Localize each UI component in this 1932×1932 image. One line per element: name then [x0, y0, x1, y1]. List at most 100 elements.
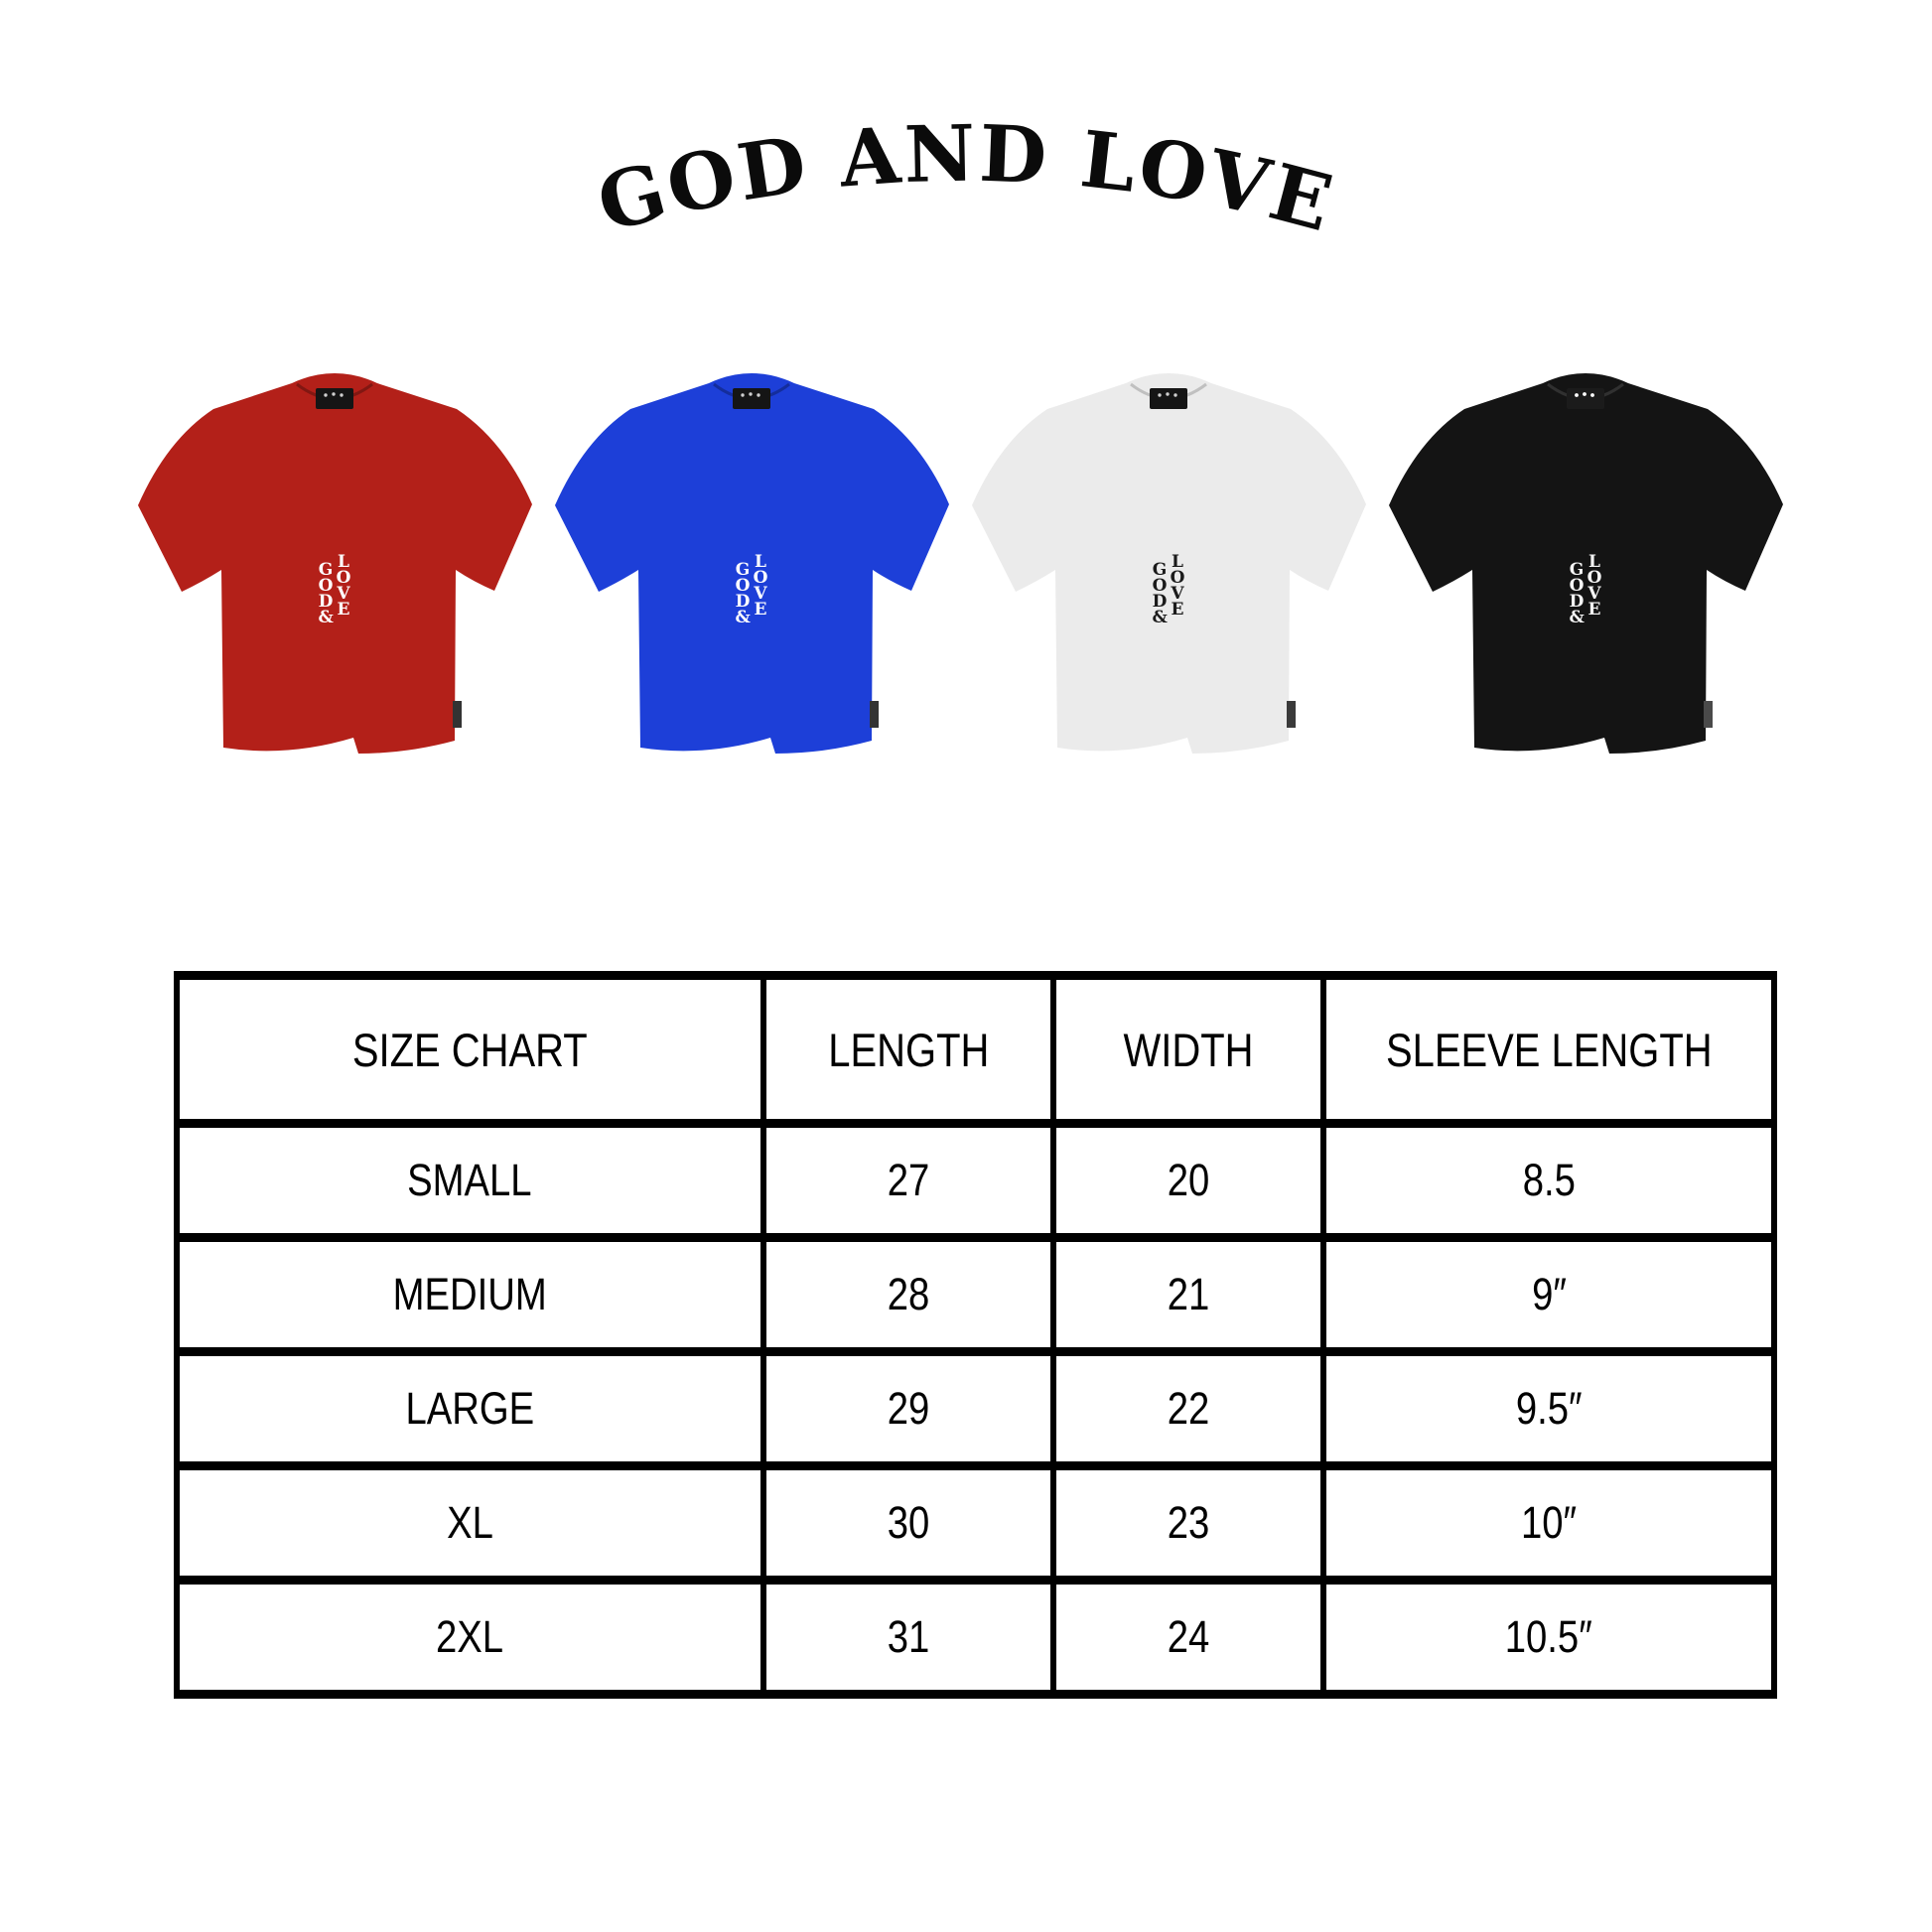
neck-label-mark — [741, 393, 745, 397]
header-size-chart: SIZE CHART — [174, 971, 766, 1128]
chest-logo-right-column: LOVE — [753, 552, 768, 621]
width-value: 23 — [1168, 1497, 1210, 1548]
width-cell: 24 — [1050, 1576, 1327, 1699]
neck-label-mark — [1583, 392, 1587, 396]
neck-label-mark — [324, 393, 328, 397]
size-cell: SMALL — [174, 1119, 766, 1242]
chest-logo-right-column: LOVE — [1587, 552, 1602, 621]
tshirt-black: GOD& LOVE — [1372, 365, 1799, 782]
neck-label — [733, 388, 770, 409]
sleeve-value: 10.5″ — [1505, 1611, 1593, 1662]
size-cell: 2XL — [174, 1576, 766, 1699]
neck-label-mark — [1173, 393, 1177, 397]
tshirt-red: GOD& LOVE — [121, 365, 548, 782]
chest-logo: GOD& LOVE — [955, 554, 1382, 628]
length-cell: 27 — [759, 1119, 1057, 1242]
tshirt-body — [138, 373, 532, 754]
neck-label-mark — [332, 392, 336, 396]
length-value: 28 — [887, 1269, 930, 1319]
tshirt-body — [972, 373, 1366, 754]
size-value: 2XL — [436, 1611, 504, 1662]
length-value: 27 — [887, 1155, 930, 1205]
chest-logo-right-column: LOVE — [336, 552, 351, 621]
hem-tag — [1704, 701, 1713, 728]
table-row-2xl: 2XL 31 24 10.5″ — [174, 1576, 1777, 1699]
neck-label-mark — [749, 392, 753, 396]
header-width: WIDTH — [1050, 971, 1327, 1128]
brand-title-text: GOD AND LOVE — [589, 109, 1343, 250]
hem-tag — [870, 701, 879, 728]
neck-label-mark — [1590, 393, 1594, 397]
header-sleeve-length-label: SLEEVE LENGTH — [1385, 1023, 1713, 1076]
size-cell: LARGE — [174, 1347, 766, 1470]
length-value: 30 — [887, 1497, 930, 1548]
size-value: MEDIUM — [392, 1269, 547, 1319]
width-value: 20 — [1168, 1155, 1210, 1205]
tshirt-red-image — [138, 373, 532, 754]
table-row-xl: XL 30 23 10″ — [174, 1461, 1777, 1585]
header-length-label: LENGTH — [827, 1023, 989, 1076]
length-cell: 30 — [759, 1461, 1057, 1585]
length-value: 29 — [887, 1383, 930, 1434]
chest-logo: GOD& LOVE — [538, 554, 965, 628]
size-value: XL — [446, 1497, 493, 1548]
table-row-small: SMALL 27 20 8.5 — [174, 1119, 1777, 1242]
header-size-chart-label: SIZE CHART — [351, 1023, 588, 1076]
length-cell: 29 — [759, 1347, 1057, 1470]
neck-label-mark — [340, 393, 344, 397]
neck-label-mark — [757, 393, 760, 397]
table-row-medium: MEDIUM 28 21 9″ — [174, 1233, 1777, 1356]
tshirt-body — [555, 373, 949, 754]
neck-label-mark — [1166, 392, 1170, 396]
width-cell: 22 — [1050, 1347, 1327, 1470]
chest-logo-left-column: GOD& — [1569, 560, 1585, 628]
length-cell: 28 — [759, 1233, 1057, 1356]
sleeve-value: 9.5″ — [1515, 1383, 1583, 1434]
sleeve-cell: 9″ — [1320, 1233, 1777, 1356]
tshirt-body — [1389, 373, 1783, 754]
sleeve-value: 9″ — [1531, 1269, 1567, 1319]
chest-logo: GOD& LOVE — [1372, 554, 1799, 628]
chest-logo-left-column: GOD& — [735, 560, 751, 628]
size-value: LARGE — [405, 1383, 535, 1434]
hem-tag — [1287, 701, 1296, 728]
size-cell: XL — [174, 1461, 766, 1585]
tshirt-blue-image — [555, 373, 949, 754]
width-cell: 23 — [1050, 1461, 1327, 1585]
brand-title: GOD AND LOVE — [589, 109, 1343, 250]
sleeve-cell: 10″ — [1320, 1461, 1777, 1585]
width-value: 22 — [1168, 1383, 1210, 1434]
header-sleeve-length: SLEEVE LENGTH — [1320, 971, 1777, 1128]
width-cell: 21 — [1050, 1233, 1327, 1356]
size-cell: MEDIUM — [174, 1233, 766, 1356]
header-length: LENGTH — [759, 971, 1057, 1128]
width-value: 24 — [1168, 1611, 1210, 1662]
neck-label-mark — [1158, 393, 1162, 397]
neck-label-mark — [1575, 393, 1579, 397]
chest-logo-left-column: GOD& — [1152, 560, 1168, 628]
table-header-row: SIZE CHART LENGTH WIDTH SLEEVE LENGTH — [174, 971, 1777, 1128]
tshirt-white-image — [972, 373, 1366, 754]
length-cell: 31 — [759, 1576, 1057, 1699]
sleeve-cell: 10.5″ — [1320, 1576, 1777, 1699]
tshirt-white: GOD& LOVE — [955, 365, 1382, 782]
tshirt-black-image — [1389, 373, 1783, 754]
width-value: 21 — [1168, 1269, 1210, 1319]
sleeve-value: 8.5 — [1522, 1155, 1576, 1205]
hem-tag — [453, 701, 462, 728]
table-row-large: LARGE 29 22 9.5″ — [174, 1347, 1777, 1470]
width-cell: 20 — [1050, 1119, 1327, 1242]
neck-label — [1150, 388, 1187, 409]
neck-label — [316, 388, 353, 409]
header-width-label: WIDTH — [1123, 1023, 1254, 1076]
chest-logo-right-column: LOVE — [1170, 552, 1185, 621]
chest-logo-left-column: GOD& — [318, 560, 334, 628]
size-value: SMALL — [407, 1155, 532, 1205]
sleeve-cell: 8.5 — [1320, 1119, 1777, 1242]
neck-label — [1567, 388, 1604, 409]
chest-logo: GOD& LOVE — [121, 554, 548, 628]
sleeve-value: 10″ — [1521, 1497, 1578, 1548]
size-chart-table: SIZE CHART LENGTH WIDTH SLEEVE LENGTH SM… — [174, 971, 1777, 1699]
tshirt-blue: GOD& LOVE — [538, 365, 965, 782]
